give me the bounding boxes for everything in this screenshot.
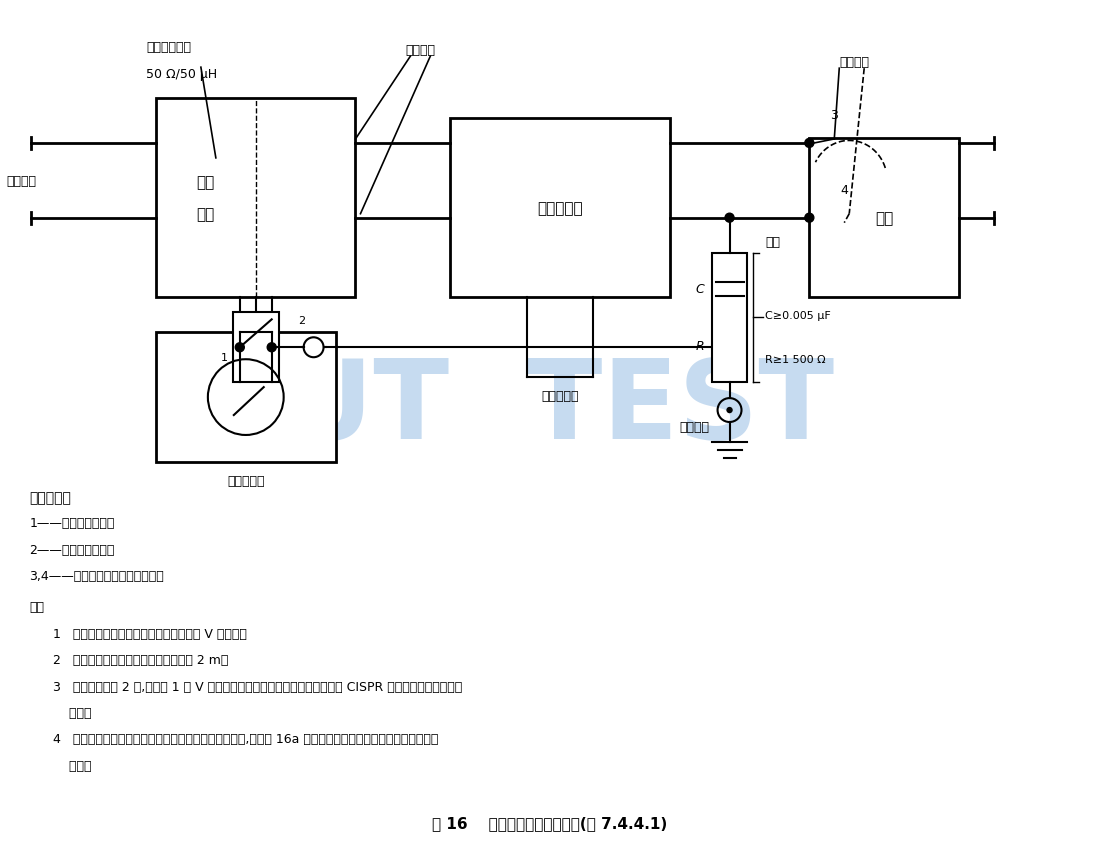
Text: 人工电源网络: 人工电源网络	[146, 41, 191, 55]
Text: R≥1 500 Ω: R≥1 500 Ω	[765, 354, 826, 365]
Text: 电源端子: 电源端子	[406, 44, 435, 57]
Text: 至通控元件: 至通控元件	[541, 389, 579, 403]
Text: C: C	[696, 283, 704, 296]
Bar	[451, 119, 669, 298]
Text: 1: 1	[221, 353, 227, 363]
Circle shape	[728, 408, 732, 413]
Text: 负载: 负载	[875, 211, 893, 226]
Bar	[711, 253, 747, 383]
Circle shape	[804, 139, 814, 148]
Text: 开关位置：: 开关位置：	[30, 490, 71, 504]
Text: 负载端子: 负载端子	[840, 56, 869, 69]
Circle shape	[267, 343, 276, 353]
Text: 同轴电缆: 同轴电缆	[679, 421, 710, 434]
Text: 50 Ω/50 μH: 50 Ω/50 μH	[146, 68, 218, 81]
Text: 3   当开关在位置 2 时,在终端 1 的 V 形人工电源网络的输出端应该端接一个与 CISPR 测量接收机阻抗等值的: 3 当开关在位置 2 时,在终端 1 的 V 形人工电源网络的输出端应该端接一个…	[53, 680, 463, 693]
Text: 测量。: 测量。	[53, 759, 91, 772]
Text: 3,4——负载测量中依次的连接点。: 3,4——负载测量中依次的连接点。	[30, 569, 164, 583]
Text: 2   从探头算起同轴电缆的长度不得超过 2 m。: 2 从探头算起同轴电缆的长度不得超过 2 m。	[53, 653, 229, 666]
Text: 调节控制器: 调节控制器	[537, 201, 582, 216]
Text: 探头: 探头	[765, 235, 780, 248]
Circle shape	[804, 214, 814, 223]
Text: 图 16    用电压探头测量的示例(见 7.4.4.1): 图 16 用电压探头测量的示例(见 7.4.4.1)	[432, 815, 667, 830]
Text: 隔离: 隔离	[197, 176, 215, 190]
Text: 1——用于电源测量；: 1——用于电源测量；	[30, 516, 114, 530]
Text: 4: 4	[841, 183, 848, 197]
Text: EUT  TEST: EUT TEST	[207, 354, 834, 461]
Text: 电源电压: 电源电压	[7, 175, 36, 187]
Text: 2——用于负载测量；: 2——用于负载测量；	[30, 543, 114, 556]
Text: 阻抗。: 阻抗。	[53, 706, 91, 719]
Text: 注：: 注：	[30, 601, 44, 613]
Text: 3: 3	[831, 109, 839, 122]
Text: 测量接收机: 测量接收机	[227, 475, 265, 487]
Text: 2: 2	[298, 316, 306, 326]
Bar	[809, 139, 959, 298]
Text: 4   在只有一根电源导线上插入两端调节控制器的情况下,应如图 16a 中所示的那样连接上第二根电源线来进行: 4 在只有一根电源导线上插入两端调节控制器的情况下,应如图 16a 中所示的那样…	[53, 733, 439, 746]
Circle shape	[725, 214, 734, 223]
Circle shape	[235, 343, 244, 353]
Bar	[156, 99, 355, 298]
Text: 装置: 装置	[197, 207, 215, 222]
Text: C≥0.005 μF: C≥0.005 μF	[765, 310, 831, 320]
Bar	[233, 313, 279, 383]
Bar	[156, 333, 335, 463]
Text: R: R	[696, 340, 704, 353]
Text: 1   测量接收机的接地端应连接到人工电源 V 形网络。: 1 测量接收机的接地端应连接到人工电源 V 形网络。	[53, 627, 247, 640]
